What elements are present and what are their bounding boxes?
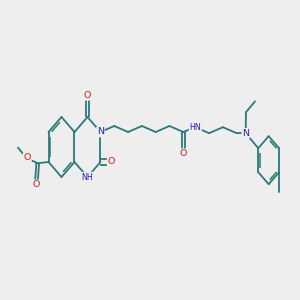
Text: O: O [32,180,40,189]
Text: NH: NH [82,172,93,182]
Text: HN: HN [189,123,201,132]
Text: O: O [180,149,187,158]
Text: N: N [97,128,104,136]
Text: O: O [108,158,115,166]
Text: O: O [84,91,91,100]
Text: O: O [23,153,31,162]
Text: N: N [242,129,249,138]
